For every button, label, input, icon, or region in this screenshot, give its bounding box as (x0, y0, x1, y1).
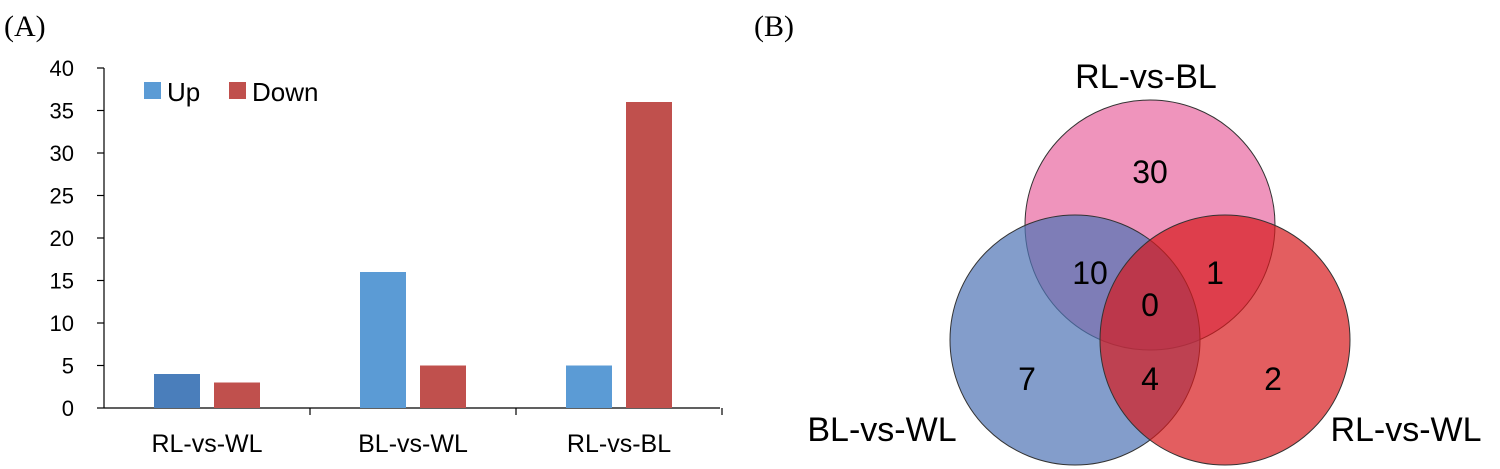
venn-count-all-three: 0 (1141, 287, 1159, 323)
x-category-labels: RL-vs-WL BL-vs-WL RL-vs-BL (151, 430, 671, 458)
venn-set-label-rl-vs-bl: RL-vs-BL (1075, 58, 1217, 96)
y-tick-label: 25 (50, 184, 74, 209)
bar-up-rl-vs-bl (566, 365, 612, 408)
venn-count-rl-vs-bl-and-bl-vs-wl: 10 (1072, 255, 1108, 291)
x-category-label: BL-vs-WL (358, 430, 468, 458)
y-tick-labels: 0 5 10 15 20 25 30 35 40 (50, 56, 74, 421)
legend: Up Down (144, 77, 318, 107)
x-category-label: RL-vs-WL (151, 430, 262, 458)
bar-down-rl-vs-wl (214, 382, 260, 408)
y-tick-label: 5 (62, 354, 74, 379)
bar-down-rl-vs-bl (626, 102, 672, 408)
bar-down-bl-vs-wl (420, 365, 466, 408)
venn-diagram: RL-vs-BL BL-vs-WL RL-vs-WL 30 10 1 0 7 4… (807, 58, 1482, 466)
y-tick-label: 0 (62, 396, 74, 421)
bar-marks (154, 102, 672, 408)
venn-circle-rl-vs-wl (1099, 214, 1351, 466)
bar-up-rl-vs-wl (154, 374, 200, 408)
y-tick-label: 30 (50, 141, 74, 166)
panel-b-label: (B) (754, 10, 794, 43)
bar-up-bl-vs-wl (360, 272, 406, 408)
y-tick-label: 40 (50, 56, 74, 81)
bar-chart: 0 5 10 15 20 25 30 35 40 RL-vs-WL BL-vs-WL RL-vs-B… (50, 56, 723, 458)
venn-set-label-rl-vs-wl: RL-vs-WL (1330, 411, 1481, 449)
venn-count-rl-vs-bl-only: 30 (1132, 154, 1168, 190)
y-tick-label: 15 (50, 269, 74, 294)
bar-axes (97, 67, 723, 415)
legend-label-down: Down (252, 77, 318, 107)
venn-count-bl-vs-wl-only: 7 (1018, 361, 1036, 397)
panel-a-label: (A) (4, 10, 46, 43)
venn-set-label-bl-vs-wl: BL-vs-WL (807, 411, 956, 449)
venn-count-bl-vs-wl-and-rl-vs-wl: 4 (1141, 361, 1159, 397)
venn-count-rl-vs-bl-and-rl-vs-wl: 1 (1206, 255, 1224, 291)
x-category-label: RL-vs-BL (567, 430, 671, 458)
y-tick-label: 35 (50, 99, 74, 124)
legend-swatch-down (229, 82, 246, 99)
legend-swatch-up (144, 82, 161, 99)
venn-count-rl-vs-wl-only: 2 (1264, 361, 1282, 397)
y-tick-label: 20 (50, 226, 74, 251)
legend-label-up: Up (167, 77, 200, 107)
y-tick-label: 10 (50, 311, 74, 336)
